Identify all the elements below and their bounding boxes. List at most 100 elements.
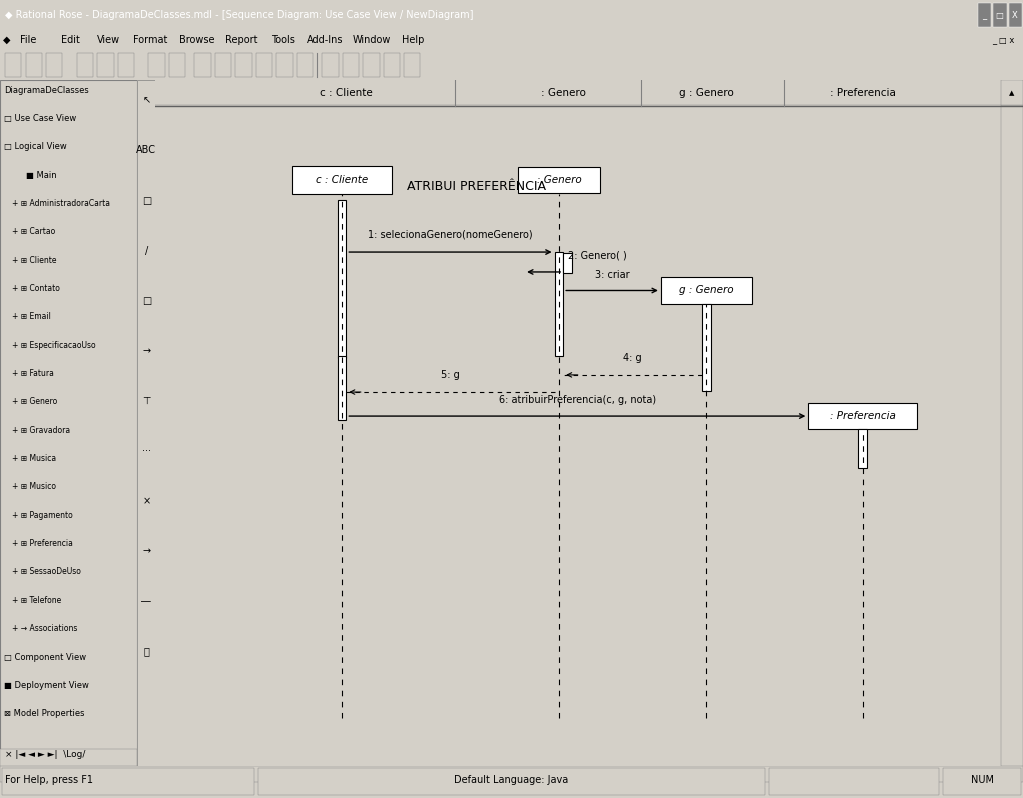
Text: □: □: [141, 296, 151, 306]
Bar: [343, 53, 359, 77]
Bar: [554, 252, 564, 356]
Bar: [215, 53, 231, 77]
Text: ―: ―: [141, 596, 151, 606]
Text: : Genero: : Genero: [536, 175, 581, 185]
Text: 2: Genero( ): 2: Genero( ): [568, 251, 626, 261]
Text: 4: g: 4: g: [623, 353, 642, 362]
Text: ↖: ↖: [142, 96, 150, 105]
Text: c : Cliente: c : Cliente: [316, 175, 368, 185]
Text: Browse: Browse: [179, 35, 215, 45]
Bar: [118, 53, 134, 77]
Text: 3: criar: 3: criar: [594, 270, 629, 279]
Text: : Preferencia: : Preferencia: [830, 88, 895, 98]
Text: →: →: [142, 346, 150, 356]
Bar: [169, 53, 185, 77]
Bar: [26, 53, 42, 77]
Text: _: _: [982, 10, 986, 20]
Text: × |◄ ◄ ► ►|  \Log/: × |◄ ◄ ► ►| \Log/: [5, 750, 86, 760]
Text: ATRIBUI PREFERÊNCIA: ATRIBUI PREFERÊNCIA: [407, 180, 546, 192]
Bar: [322, 53, 339, 77]
Bar: [384, 53, 400, 77]
Text: ◆: ◆: [3, 35, 10, 45]
Bar: [77, 53, 93, 77]
Bar: [404, 53, 420, 77]
Text: ■ Deployment View: ■ Deployment View: [4, 681, 89, 689]
Bar: [293, 166, 392, 195]
Bar: [518, 167, 601, 193]
Text: + ⊞ Musica: + ⊞ Musica: [12, 454, 56, 463]
Text: Edit: Edit: [61, 35, 80, 45]
Bar: [297, 53, 313, 77]
Bar: [702, 303, 711, 391]
Text: Default Language: Java: Default Language: Java: [454, 776, 569, 785]
Bar: [0, 766, 1023, 782]
Text: File: File: [20, 35, 37, 45]
Text: Tools: Tools: [271, 35, 295, 45]
Bar: [338, 356, 347, 420]
Text: □: □: [141, 196, 151, 206]
Text: + ⊞ SessaoDeUso: + ⊞ SessaoDeUso: [12, 567, 81, 576]
Text: Window: Window: [353, 35, 392, 45]
Text: ■ Main: ■ Main: [26, 171, 56, 180]
Text: g : Genero: g : Genero: [679, 286, 733, 295]
Text: 1: selecionaGenero(nomeGenero): 1: selecionaGenero(nomeGenero): [368, 230, 533, 239]
Bar: [46, 53, 62, 77]
Bar: [363, 53, 380, 77]
Text: + ⊞ Cartao: + ⊞ Cartao: [12, 227, 55, 236]
Text: + ⊞ Musico: + ⊞ Musico: [12, 483, 56, 492]
Text: Format: Format: [133, 35, 168, 45]
Bar: [5, 53, 21, 77]
Text: + ⊞ Telefone: + ⊞ Telefone: [12, 596, 61, 605]
Bar: [564, 253, 572, 274]
Bar: [978, 3, 991, 27]
Bar: [661, 278, 752, 303]
Text: ···: ···: [142, 446, 150, 456]
Bar: [993, 3, 1007, 27]
Text: : Genero: : Genero: [541, 88, 585, 98]
Text: ×: ×: [142, 496, 150, 506]
Text: c : Cliente: c : Cliente: [320, 88, 372, 98]
Bar: [194, 53, 211, 77]
Bar: [1002, 106, 1023, 766]
Text: □ Component View: □ Component View: [4, 653, 86, 662]
Bar: [338, 200, 347, 358]
Text: + ⊞ Preferencia: + ⊞ Preferencia: [12, 539, 74, 548]
Bar: [97, 53, 114, 77]
Text: For Help, press F1: For Help, press F1: [5, 776, 93, 785]
Text: 🔒: 🔒: [143, 646, 149, 657]
Bar: [1002, 80, 1023, 106]
Bar: [2, 768, 254, 795]
Bar: [276, 53, 293, 77]
Text: _ □ x: _ □ x: [992, 35, 1015, 45]
Text: 6: atribuirPreferencia(c, g, nota): 6: atribuirPreferencia(c, g, nota): [499, 395, 656, 405]
Text: : Preferencia: : Preferencia: [830, 411, 895, 421]
Bar: [148, 53, 165, 77]
Bar: [769, 768, 939, 795]
Text: Report: Report: [225, 35, 258, 45]
Text: ▲: ▲: [1010, 90, 1015, 96]
Bar: [235, 53, 252, 77]
Text: Help: Help: [402, 35, 425, 45]
Text: + ⊞ EspecificacaoUso: + ⊞ EspecificacaoUso: [12, 341, 96, 350]
Bar: [1009, 3, 1022, 27]
Bar: [943, 768, 1021, 795]
Bar: [155, 80, 1023, 106]
Bar: [258, 768, 765, 795]
Text: + ⊞ Fatura: + ⊞ Fatura: [12, 369, 54, 378]
Text: + ⊞ Gravadora: + ⊞ Gravadora: [12, 426, 71, 435]
Text: g : Genero: g : Genero: [679, 88, 733, 98]
Text: DiagramaDeClasses: DiagramaDeClasses: [4, 85, 89, 95]
Text: + ⊞ Pagamento: + ⊞ Pagamento: [12, 511, 73, 519]
Text: ABC: ABC: [136, 145, 157, 156]
Text: + ⊞ AdministradoraCarta: + ⊞ AdministradoraCarta: [12, 199, 110, 208]
Text: →: →: [142, 547, 150, 556]
Text: + ⊞ Contato: + ⊞ Contato: [12, 284, 60, 293]
Text: X: X: [1012, 10, 1018, 20]
Bar: [858, 429, 866, 468]
Text: + → Associations: + → Associations: [12, 624, 78, 633]
Bar: [0, 749, 137, 766]
Text: View: View: [97, 35, 121, 45]
Text: + ⊞ Email: + ⊞ Email: [12, 312, 51, 322]
Text: /: /: [144, 246, 148, 255]
Bar: [256, 53, 272, 77]
